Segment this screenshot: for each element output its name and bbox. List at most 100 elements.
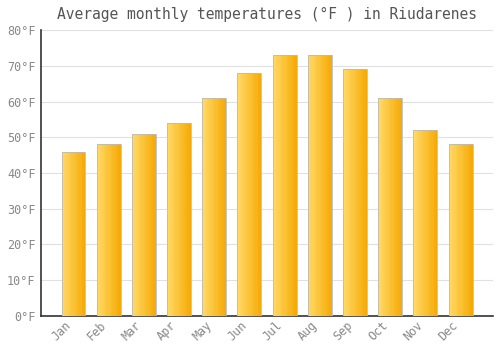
Bar <box>118 145 120 316</box>
Bar <box>146 134 148 316</box>
Bar <box>114 145 116 316</box>
Bar <box>65 152 66 316</box>
Bar <box>286 55 287 316</box>
Bar <box>355 69 356 316</box>
Bar <box>241 73 242 316</box>
Bar <box>327 55 328 316</box>
Bar <box>389 98 390 316</box>
Bar <box>400 98 401 316</box>
Bar <box>145 134 146 316</box>
Bar <box>386 98 388 316</box>
Bar <box>154 134 156 316</box>
Bar <box>104 145 105 316</box>
Bar <box>416 130 417 316</box>
Bar <box>434 130 435 316</box>
Bar <box>71 152 72 316</box>
Bar <box>254 73 256 316</box>
Bar <box>456 145 457 316</box>
Bar <box>220 98 222 316</box>
Bar <box>428 130 429 316</box>
Bar <box>458 145 460 316</box>
Bar <box>390 98 392 316</box>
Bar <box>378 98 380 316</box>
Bar <box>280 55 281 316</box>
Bar <box>417 130 418 316</box>
Bar <box>324 55 326 316</box>
Bar <box>309 55 310 316</box>
Bar <box>210 98 212 316</box>
Bar <box>287 55 288 316</box>
Bar <box>383 98 384 316</box>
Bar <box>212 98 213 316</box>
Bar <box>281 55 282 316</box>
Bar <box>420 130 422 316</box>
Bar <box>382 98 383 316</box>
Bar <box>252 73 253 316</box>
Bar <box>326 55 327 316</box>
Bar <box>360 69 361 316</box>
Bar <box>188 123 190 316</box>
Bar <box>250 73 252 316</box>
Bar <box>432 130 434 316</box>
Bar <box>462 145 463 316</box>
Bar <box>222 98 224 316</box>
Bar <box>350 69 352 316</box>
Bar <box>294 55 296 316</box>
Bar <box>422 130 423 316</box>
Bar <box>77 152 78 316</box>
Bar <box>213 98 214 316</box>
Bar <box>349 69 350 316</box>
Title: Average monthly temperatures (°F ) in Riudarenes: Average monthly temperatures (°F ) in Ri… <box>57 7 477 22</box>
Bar <box>84 152 86 316</box>
Bar <box>180 123 182 316</box>
Bar <box>358 69 360 316</box>
Bar <box>378 98 402 316</box>
Bar <box>448 145 472 316</box>
Bar <box>178 123 179 316</box>
Bar <box>62 152 86 316</box>
Bar <box>290 55 292 316</box>
Bar <box>352 69 354 316</box>
Bar <box>208 98 210 316</box>
Bar <box>272 55 296 316</box>
Bar <box>206 98 207 316</box>
Bar <box>423 130 424 316</box>
Bar <box>225 98 226 316</box>
Bar <box>398 98 400 316</box>
Bar <box>380 98 382 316</box>
Bar <box>142 134 144 316</box>
Bar <box>140 134 141 316</box>
Bar <box>96 145 120 316</box>
Bar <box>132 134 133 316</box>
Bar <box>414 130 438 316</box>
Bar <box>308 55 332 316</box>
Bar <box>138 134 139 316</box>
Bar <box>204 98 206 316</box>
Bar <box>74 152 76 316</box>
Bar <box>450 145 451 316</box>
Bar <box>256 73 258 316</box>
Bar <box>346 69 348 316</box>
Bar <box>275 55 276 316</box>
Bar <box>464 145 466 316</box>
Bar <box>356 69 358 316</box>
Bar <box>116 145 117 316</box>
Bar <box>173 123 174 316</box>
Bar <box>328 55 330 316</box>
Bar <box>469 145 470 316</box>
Bar <box>395 98 396 316</box>
Bar <box>66 152 68 316</box>
Bar <box>426 130 428 316</box>
Bar <box>276 55 278 316</box>
Bar <box>190 123 191 316</box>
Bar <box>134 134 136 316</box>
Bar <box>320 55 321 316</box>
Bar <box>108 145 110 316</box>
Bar <box>170 123 172 316</box>
Bar <box>168 123 170 316</box>
Bar <box>207 98 208 316</box>
Bar <box>414 130 416 316</box>
Bar <box>315 55 316 316</box>
Bar <box>316 55 318 316</box>
Bar <box>451 145 452 316</box>
